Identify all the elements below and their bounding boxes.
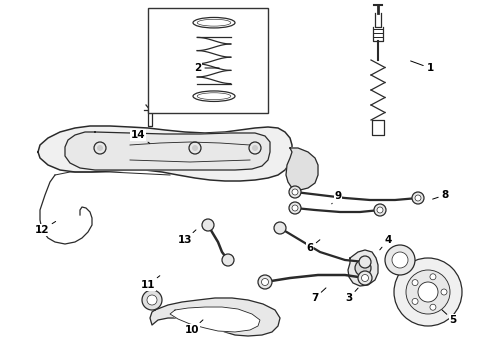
Circle shape [142,290,162,310]
Circle shape [415,195,421,201]
Circle shape [412,192,424,204]
Circle shape [292,205,298,211]
Text: 8: 8 [433,190,449,200]
Text: 4: 4 [380,235,392,250]
Circle shape [430,304,436,310]
Text: 6: 6 [306,240,320,253]
Circle shape [292,189,298,195]
Circle shape [412,298,418,305]
Circle shape [258,275,272,289]
Polygon shape [150,298,280,336]
Ellipse shape [197,93,231,100]
Polygon shape [38,126,292,181]
Text: 2: 2 [195,63,219,73]
Text: 10: 10 [185,320,203,335]
Circle shape [289,202,301,214]
Polygon shape [348,250,378,286]
Circle shape [441,289,447,295]
Text: 14: 14 [131,130,150,143]
Circle shape [274,222,286,234]
Text: 12: 12 [35,221,56,235]
Circle shape [192,145,198,151]
Circle shape [385,245,415,275]
Circle shape [430,274,436,280]
Circle shape [377,207,383,213]
Circle shape [374,204,386,216]
Text: 1: 1 [411,61,434,73]
Circle shape [394,258,462,326]
Circle shape [97,145,103,151]
Ellipse shape [193,17,235,28]
Polygon shape [170,307,260,332]
Circle shape [252,145,258,151]
Circle shape [289,186,301,198]
Polygon shape [286,148,318,190]
Circle shape [262,279,269,285]
Ellipse shape [193,91,235,102]
Circle shape [418,282,438,302]
Circle shape [412,280,418,285]
Circle shape [359,256,371,268]
Circle shape [362,274,368,282]
Circle shape [222,254,234,266]
Polygon shape [65,132,270,170]
Circle shape [392,252,408,268]
Text: 5: 5 [442,310,457,325]
Circle shape [355,260,371,276]
Text: 7: 7 [311,288,326,303]
Text: 9: 9 [332,191,342,204]
Circle shape [202,219,214,231]
Text: 11: 11 [141,276,160,290]
Bar [148,8,268,113]
Text: 13: 13 [178,230,196,245]
Circle shape [406,270,450,314]
Ellipse shape [197,19,231,26]
Circle shape [147,295,157,305]
Circle shape [358,271,372,285]
Text: 3: 3 [345,288,358,303]
